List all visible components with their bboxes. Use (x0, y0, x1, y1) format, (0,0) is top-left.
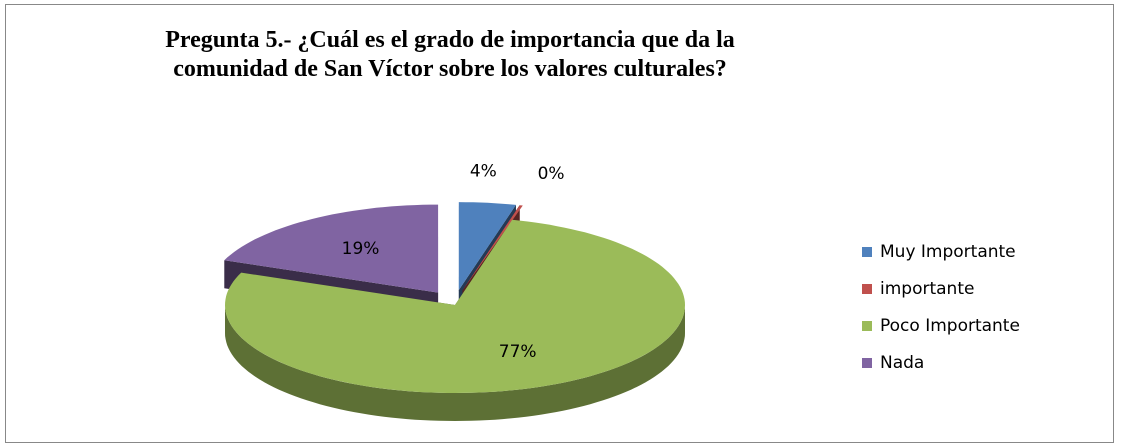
legend-swatch (862, 247, 872, 257)
legend-label: Nada (880, 353, 924, 373)
slice-side (225, 305, 685, 421)
legend-label: importante (880, 279, 974, 299)
data-label: 77% (499, 342, 537, 362)
data-label: 19% (342, 239, 380, 259)
legend-swatch (862, 321, 872, 331)
data-label: 4% (470, 161, 497, 181)
legend-label: Muy Importante (880, 242, 1016, 262)
slice (458, 202, 516, 291)
legend-label: Poco Importante (880, 316, 1020, 336)
legend-swatch (862, 358, 872, 368)
slice (225, 219, 685, 393)
legend-swatch (862, 284, 872, 294)
chart-title: Pregunta 5.- ¿Cuál es el grado de import… (165, 27, 735, 82)
slice (224, 204, 439, 293)
data-label: 0% (538, 164, 565, 184)
